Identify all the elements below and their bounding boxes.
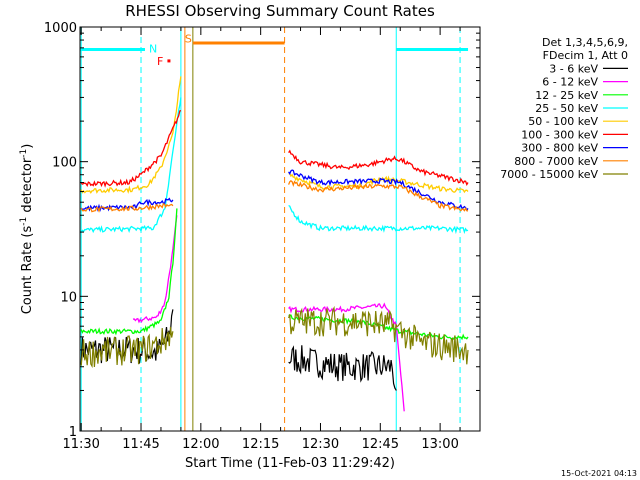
series-line-100-300-kev bbox=[288, 149, 469, 186]
y-tick-label: 1 bbox=[69, 425, 77, 440]
y-tick-label: 100 bbox=[52, 156, 77, 171]
legend: Det 1,3,4,5,6,9,FDecim 1, Att 03 - 6 keV… bbox=[500, 36, 628, 181]
series-layer bbox=[80, 76, 469, 412]
series-line-25-50-kev bbox=[80, 97, 182, 234]
legend-label: 3 - 6 keV bbox=[549, 62, 598, 75]
plot-area: N S F bbox=[80, 27, 469, 431]
annotation-label: N bbox=[149, 43, 157, 56]
x-tick-label: 12:00 bbox=[182, 437, 219, 452]
x-tick-label: 12:30 bbox=[302, 437, 339, 452]
series-line-50-100-kev bbox=[80, 76, 182, 194]
x-tick-label: 12:15 bbox=[242, 437, 279, 452]
x-axis: 11:30 11:45 12:00 12:15 12:30 12:45 13:00 bbox=[62, 27, 481, 452]
generated-timestamp: 15-Oct-2021 04:13 bbox=[561, 469, 637, 478]
series-line-12-25-kev bbox=[80, 208, 178, 336]
series-line-7000-15000-kev bbox=[288, 305, 469, 365]
legend-label: 25 - 50 keV bbox=[535, 102, 598, 115]
x-tick-label: 11:30 bbox=[62, 437, 99, 452]
legend-label: 7000 - 15000 keV bbox=[500, 168, 598, 181]
legend-label: 50 - 100 keV bbox=[528, 115, 598, 128]
legend-label: 6 - 12 keV bbox=[542, 76, 598, 89]
legend-label: 800 - 7000 keV bbox=[514, 155, 598, 168]
chart-title: RHESSI Observing Summary Count Rates bbox=[125, 2, 435, 20]
series-line-800-7000-kev bbox=[80, 203, 174, 213]
series-line-6-12-kev bbox=[132, 215, 178, 324]
x-tick-label: 11:45 bbox=[122, 437, 159, 452]
y-tick-label: 1000 bbox=[44, 21, 77, 36]
legend-label: 300 - 800 keV bbox=[521, 142, 598, 155]
legend-header: FDecim 1, Att 0 bbox=[543, 49, 628, 62]
legend-header: Det 1,3,4,5,6,9, bbox=[542, 36, 628, 49]
y-tick-label: 10 bbox=[60, 290, 77, 305]
series-line-3-6-kev bbox=[288, 345, 397, 391]
x-tick-label: 13:00 bbox=[421, 437, 458, 452]
series-line-100-300-kev bbox=[80, 109, 182, 188]
series-line-800-7000-kev bbox=[288, 179, 469, 212]
series-line-50-100-kev bbox=[288, 172, 469, 194]
legend-label: 12 - 25 keV bbox=[535, 89, 598, 102]
annotation-label: F bbox=[157, 55, 163, 68]
x-axis-label: Start Time (11-Feb-03 11:29:42) bbox=[185, 456, 395, 471]
legend-label: 100 - 300 keV bbox=[521, 128, 598, 141]
x-tick-label: 12:45 bbox=[362, 437, 399, 452]
series-line-7000-15000-kev bbox=[80, 326, 174, 369]
series-line-25-50-kev bbox=[288, 204, 469, 235]
y-axis-label: Count Rate (s-1 detector-1) bbox=[19, 144, 35, 315]
y-axis: 1 10 100 1000 bbox=[44, 21, 480, 440]
plot-frame bbox=[79, 26, 481, 432]
annotation-label: S bbox=[185, 33, 192, 46]
annotation-marker bbox=[167, 59, 171, 63]
